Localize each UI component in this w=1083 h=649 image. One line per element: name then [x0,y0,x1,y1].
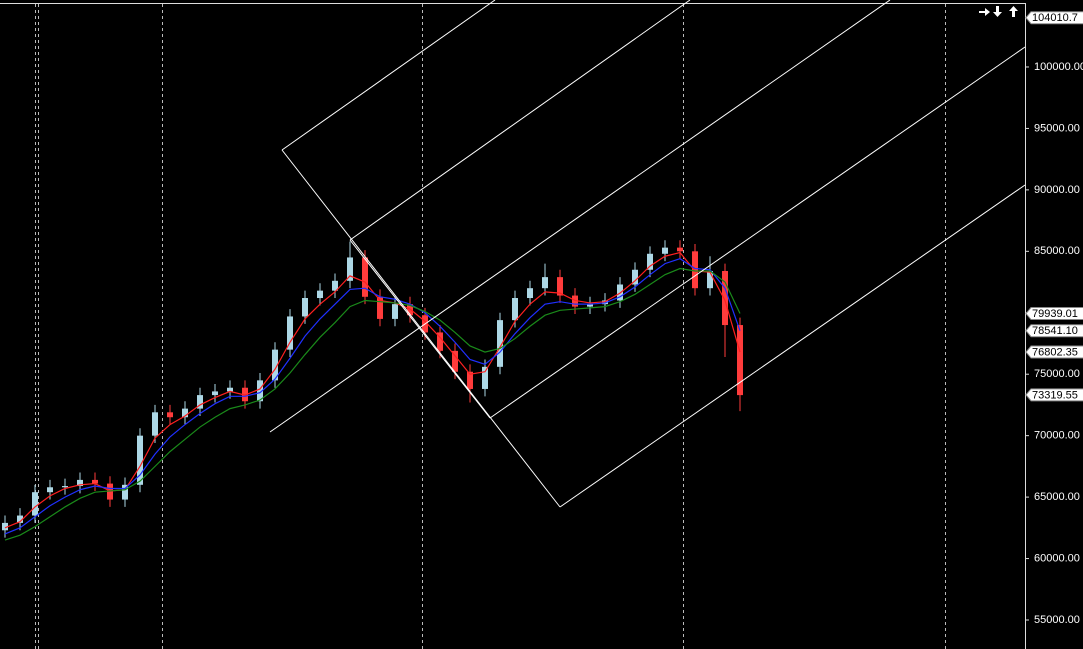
y-tick-label: 75000.00 [1034,368,1080,380]
candle-body [227,387,233,392]
candle-body [692,251,698,289]
candle-body [62,486,68,488]
y-tick-label: 90000.00 [1034,184,1080,196]
pitchfork-line [281,149,561,508]
candle-body [107,483,113,500]
moving-average-line [4,267,741,541]
price-label: 73319.55 [1025,388,1083,402]
candle-body [467,371,473,389]
pitchfork-line [489,46,1026,419]
price-label-box [1025,11,1083,25]
candle-body [32,492,38,516]
candle-body [212,391,218,396]
candle-body [662,247,668,254]
pitchfork-line [349,0,691,241]
candle-body [302,298,308,317]
candle-body [482,366,488,389]
y-tick-label: 60000.00 [1034,552,1080,564]
candle-body [587,304,593,307]
y-tick-label: 65000.00 [1034,491,1080,503]
candle-body [632,269,638,285]
candle-body [332,280,338,291]
scroll-right-button[interactable] [979,8,990,16]
pitchfork-line [559,184,1026,508]
scroll-buttons[interactable] [979,6,1018,17]
candle-body [257,380,263,402]
candle-body [17,515,23,523]
price-label-text: 78541.10 [1032,325,1078,337]
candle-body [122,484,128,500]
price-label-text: 104010.7 [1032,12,1078,24]
price-label-box [1025,307,1083,321]
y-tick-label: 100000.00 [1034,61,1083,73]
candle-body [47,487,53,493]
candle-body [137,435,143,485]
y-tick-label: 55000.00 [1034,614,1080,626]
candle-body [362,257,368,297]
scroll-down-button[interactable] [993,6,1002,17]
y-tick-label: 95000.00 [1034,122,1080,134]
moving-average-line [4,258,741,535]
candle-body [557,277,563,296]
plot [2,240,743,541]
pitchfork [269,0,1026,508]
candle-body [512,298,518,321]
candle-body [707,270,713,289]
candle-body [287,316,293,350]
candle-body [722,270,728,326]
candle-body [92,479,98,484]
axis-labels: 55000.00 60000.00 65000.00 70000.00 75000.00… [1025,11,1083,626]
candle-body [377,296,383,319]
price-label: 78541.10 [1025,324,1083,338]
candle-body [197,395,203,409]
candle-body [2,522,8,531]
candle-body [182,408,188,418]
candle-body [542,277,548,289]
candle-body [317,290,323,299]
price-label-box [1025,345,1083,359]
pitchfork-line [281,0,496,151]
price-label: 104010.7 [1025,11,1083,25]
candle-body [77,479,83,487]
price-label-box [1025,388,1083,402]
candle-body [572,295,578,307]
pitchfork-line [269,0,891,433]
price-label-text: 73319.55 [1032,389,1078,401]
candle-body [152,412,158,436]
candle-body [392,304,398,319]
y-tick-label: 70000.00 [1034,430,1080,442]
candle-body [737,325,743,396]
candle-body [437,332,443,351]
candle-body [167,412,173,418]
candle-body [647,253,653,270]
price-label: 79939.01 [1025,307,1083,321]
price-label-text: 79939.01 [1032,308,1078,320]
candle-body [272,349,278,381]
price-label-box [1025,324,1083,338]
candle-body [347,257,353,281]
price-label-text: 76802.35 [1032,346,1078,358]
candle-body [497,320,503,367]
pitchfork-line [349,239,491,419]
candle-body [452,350,458,372]
scroll-up-button[interactable] [1009,6,1018,17]
y-tick-label: 85000.00 [1034,245,1080,257]
price-label: 76802.35 [1025,345,1083,359]
candle-body [677,247,683,252]
candle-body [527,288,533,299]
